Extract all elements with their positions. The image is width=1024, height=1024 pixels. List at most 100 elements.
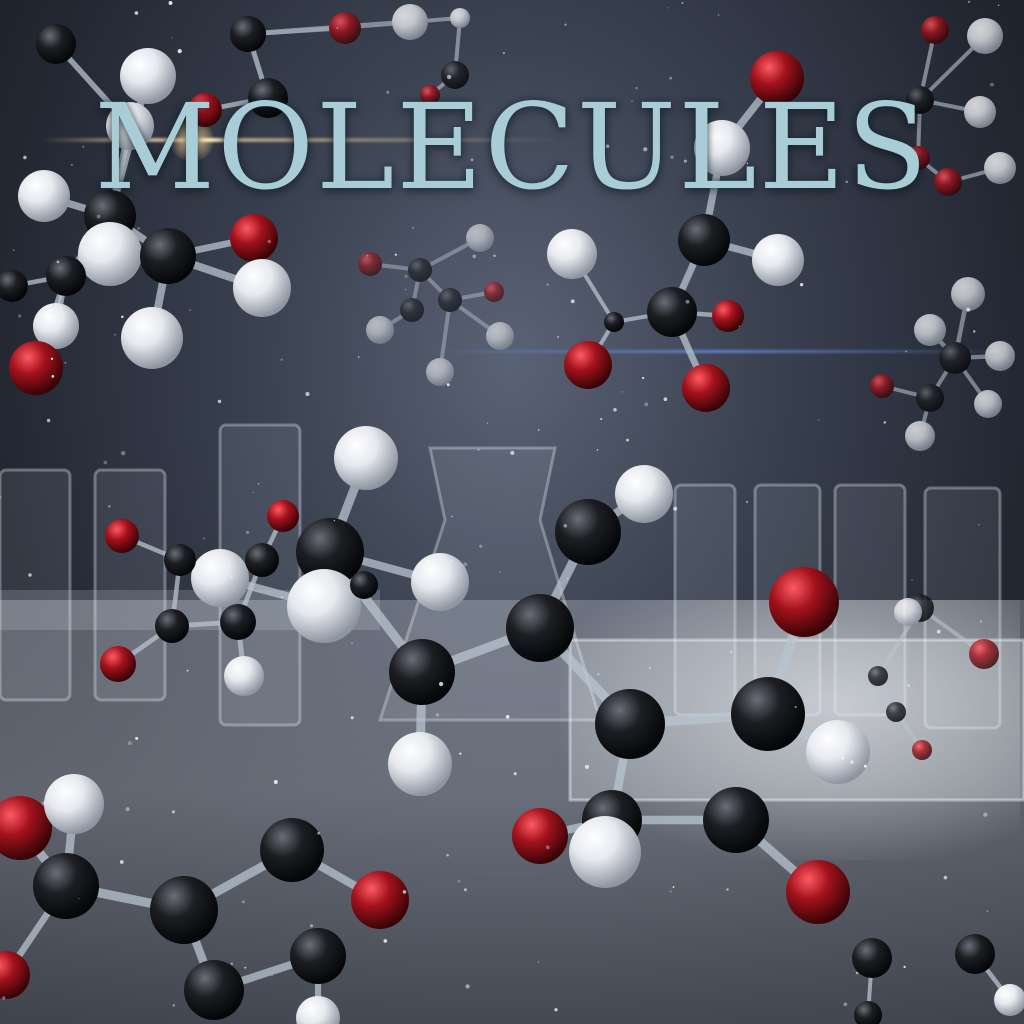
dust-particle bbox=[273, 780, 278, 784]
hydrogen-atom bbox=[44, 774, 104, 834]
dust-particle bbox=[411, 226, 415, 229]
dust-particle bbox=[643, 147, 648, 152]
dust-particle bbox=[257, 482, 260, 485]
hydrogen-atom bbox=[366, 316, 394, 344]
dust-particle bbox=[64, 361, 67, 364]
carbon-atom bbox=[155, 609, 189, 643]
dust-particle bbox=[333, 519, 336, 522]
carbon-atom bbox=[906, 86, 934, 114]
dust-particle bbox=[479, 544, 483, 548]
hydrogen-atom bbox=[33, 303, 79, 349]
dust-particle bbox=[203, 537, 206, 540]
dust-particle bbox=[563, 523, 568, 528]
dust-particle bbox=[557, 336, 559, 338]
oxygen-atom bbox=[188, 93, 222, 127]
dust-particle bbox=[566, 577, 569, 580]
dust-particle bbox=[845, 180, 848, 184]
molecule-upper-right bbox=[547, 51, 804, 412]
carbon-atom bbox=[647, 287, 697, 337]
dust-particle bbox=[966, 307, 971, 312]
dust-particle bbox=[669, 76, 672, 80]
dust-particle bbox=[435, 713, 440, 717]
dust-particle bbox=[172, 1003, 176, 1007]
dust-particle bbox=[666, 7, 669, 9]
carbon-atom bbox=[0, 270, 28, 302]
oxygen-atom bbox=[267, 500, 299, 532]
dust-particle bbox=[499, 571, 501, 573]
dust-particle bbox=[648, 667, 651, 669]
oxygen-atom bbox=[0, 796, 52, 860]
dust-particle bbox=[600, 417, 603, 421]
carbon-atom bbox=[939, 342, 971, 374]
dust-particle bbox=[125, 807, 130, 812]
hydrogen-atom bbox=[615, 465, 673, 523]
dust-particle bbox=[843, 1002, 848, 1007]
dust-particle bbox=[621, 391, 624, 393]
hydrogen-atom bbox=[985, 341, 1015, 371]
carbon-atom bbox=[604, 312, 624, 332]
dust-particle bbox=[486, 422, 489, 424]
dust-particle bbox=[564, 23, 567, 26]
dust-particle bbox=[681, 2, 684, 4]
dust-particle bbox=[983, 812, 988, 817]
dust-particle bbox=[82, 145, 85, 148]
dust-particle bbox=[967, 0, 971, 4]
hydrogen-atom bbox=[334, 426, 398, 490]
dust-particle bbox=[357, 356, 360, 358]
hydrogen-atom bbox=[914, 314, 946, 346]
dust-particle bbox=[493, 254, 496, 257]
oxygen-atom bbox=[912, 740, 932, 760]
dust-particle bbox=[472, 254, 477, 259]
dust-particle bbox=[477, 448, 480, 451]
hydrogen-atom bbox=[806, 720, 870, 784]
hydrogen-atom bbox=[894, 598, 922, 626]
carbon-atom bbox=[150, 876, 218, 944]
lens-flare-streak bbox=[40, 138, 560, 142]
dust-particle bbox=[51, 375, 55, 378]
dust-particle bbox=[405, 288, 407, 291]
hydrogen-atom bbox=[905, 421, 935, 451]
dust-particle bbox=[189, 309, 191, 311]
dust-particle bbox=[717, 14, 720, 16]
carbon-atom bbox=[389, 639, 455, 705]
dust-particle bbox=[605, 144, 610, 148]
blue-light-streak bbox=[420, 350, 1020, 353]
carbon-atom bbox=[290, 928, 346, 984]
dust-particle bbox=[134, 11, 139, 15]
dust-particle bbox=[883, 421, 887, 424]
dust-particle bbox=[119, 860, 124, 864]
dust-particle bbox=[470, 158, 474, 162]
molecule-background-center bbox=[358, 224, 514, 386]
hydrogen-atom bbox=[466, 224, 494, 252]
dust-particle bbox=[244, 966, 247, 969]
molecule-right-edge bbox=[868, 594, 999, 760]
dust-particle bbox=[366, 254, 369, 257]
dust-particle bbox=[626, 438, 629, 442]
hydrogen-atom bbox=[121, 307, 183, 369]
dust-particle bbox=[108, 505, 111, 508]
dust-particle bbox=[505, 714, 510, 719]
carbon-atom bbox=[230, 16, 266, 52]
hydrogen-atom bbox=[974, 390, 1002, 418]
dust-particle bbox=[855, 971, 859, 975]
dust-particle bbox=[345, 105, 349, 109]
oxygen-atom bbox=[969, 639, 999, 669]
dust-particle bbox=[457, 879, 461, 883]
dust-particle bbox=[350, 716, 354, 720]
dust-particle bbox=[12, 249, 15, 251]
oxygen-atom bbox=[9, 341, 63, 395]
carbon-atom bbox=[916, 384, 944, 412]
dust-particle bbox=[446, 853, 449, 857]
oxygen-atom bbox=[934, 168, 962, 196]
dust-particle bbox=[114, 333, 116, 336]
dust-particle bbox=[0, 495, 2, 499]
dust-particle bbox=[465, 984, 470, 989]
dust-particle bbox=[171, 37, 173, 39]
carbon-atom bbox=[46, 256, 86, 296]
oxygen-atom bbox=[351, 871, 409, 929]
dust-particle bbox=[726, 888, 729, 891]
carbon-atom bbox=[220, 604, 256, 640]
dust-particle bbox=[281, 596, 283, 598]
dust-particle bbox=[171, 810, 175, 814]
carbon-atom bbox=[164, 544, 196, 576]
